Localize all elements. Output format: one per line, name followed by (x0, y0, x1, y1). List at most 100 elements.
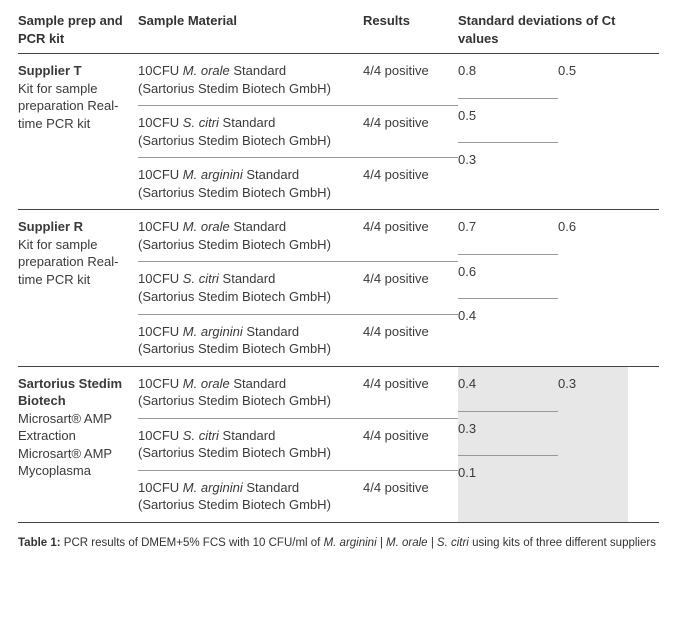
sd-value: 0.3 (458, 142, 558, 186)
table-row: 10CFU M. orale Standard(Sartorius Stedim… (138, 54, 458, 105)
supplier-cell: Sartorius Stedim BiotechMicrosart® AMP E… (18, 367, 138, 522)
material-sub: (Sartorius Stedim Biotech GmbH) (138, 496, 355, 514)
sd-group-value: 0.3 (558, 367, 628, 401)
sd-group-value: 0.5 (558, 54, 628, 88)
material-prefix: 10CFU (138, 115, 183, 130)
result-value: 4/4 positive (363, 166, 458, 201)
sample-material: 10CFU M. arginini Standard(Sartorius Ste… (138, 479, 363, 514)
material-sub: (Sartorius Stedim Biotech GmbH) (138, 184, 355, 202)
material-species: S. citri (183, 115, 219, 130)
material-species: M. orale (183, 219, 230, 234)
material-species: S. citri (183, 271, 219, 286)
supplier-desc: Kit for sample preparation Real-time PCR… (18, 236, 130, 289)
table-header-row: Sample prep and PCR kit Sample Material … (18, 12, 659, 54)
material-species: M. arginini (183, 480, 243, 495)
material-suffix: Standard (219, 271, 275, 286)
supplier-desc: Kit for sample preparation Real-time PCR… (18, 80, 130, 133)
subrows: 10CFU M. orale Standard(Sartorius Stedim… (138, 210, 659, 365)
material-sub: (Sartorius Stedim Biotech GmbH) (138, 444, 355, 462)
data-rows: 10CFU M. orale Standard(Sartorius Stedim… (138, 367, 458, 522)
material-suffix: Standard (230, 376, 286, 391)
material-suffix: Standard (230, 219, 286, 234)
supplier-desc: Microsart® AMP Extraction Microsart® AMP… (18, 410, 130, 480)
sd-value: 0.8 (458, 54, 558, 98)
material-species: S. citri (183, 428, 219, 443)
result-value: 4/4 positive (363, 427, 458, 462)
result-value: 4/4 positive (363, 270, 458, 305)
table-row: 10CFU S. citri Standard (Sartorius Stedim… (138, 105, 458, 157)
material-sub: (Sartorius Stedim Biotech GmbH) (138, 236, 355, 254)
caption-text-b: using kits of three different suppliers (469, 537, 656, 549)
sd-col-group: 0.6 (558, 210, 628, 365)
material-prefix: 10CFU (138, 167, 183, 182)
result-value: 4/4 positive (363, 62, 458, 97)
material-prefix: 10CFU (138, 63, 183, 78)
material-suffix: Standard (243, 167, 299, 182)
material-prefix: 10CFU (138, 428, 183, 443)
table-row: 10CFU S. citri Standard(Sartorius Stedim… (138, 418, 458, 470)
supplier-group: Supplier TKit for sample preparation Rea… (18, 54, 659, 210)
sample-material: 10CFU M. orale Standard(Sartorius Stedim… (138, 375, 363, 410)
supplier-name: Supplier R (18, 218, 130, 236)
th-sample-prep: Sample prep and PCR kit (18, 12, 138, 47)
material-suffix: Standard (219, 428, 275, 443)
sd-group-value: 0.6 (558, 210, 628, 244)
material-suffix: Standard (243, 324, 299, 339)
supplier-group: Sartorius Stedim BiotechMicrosart® AMP E… (18, 367, 659, 523)
table-row: 10CFU S. citri Standard (Sartorius Stedim… (138, 261, 458, 313)
material-suffix: Standard (230, 63, 286, 78)
supplier-cell: Supplier TKit for sample preparation Rea… (18, 54, 138, 209)
table-caption: Table 1: PCR results of DMEM+5% FCS with… (18, 523, 659, 551)
table-row: 10CFU M. orale Standard(Sartorius Stedim… (138, 367, 458, 418)
sd-value: 0.5 (458, 98, 558, 142)
table-row: 10CFU M. arginini Standard(Sartorius Ste… (138, 470, 458, 522)
result-value: 4/4 positive (363, 218, 458, 253)
sd-value: 0.7 (458, 210, 558, 254)
material-species: M. arginini (183, 324, 243, 339)
sd-col-individual: 0.40.30.1 (458, 367, 558, 522)
material-species: M. orale (183, 376, 230, 391)
material-sub: (Sartorius Stedim Biotech GmbH) (138, 340, 355, 358)
th-sample-material: Sample Material (138, 12, 363, 47)
result-value: 4/4 positive (363, 375, 458, 410)
th-sd: Standard deviations of Ct values (458, 12, 628, 47)
material-sub: (Sartorius Stedim Biotech GmbH) (138, 132, 355, 150)
sample-material: 10CFU S. citri Standard (Sartorius Stedim… (138, 270, 363, 305)
caption-species: M. arginini | M. orale | S. citri (324, 537, 469, 549)
caption-text-a: PCR results of DMEM+5% FCS with 10 CFU/m… (61, 537, 324, 549)
caption-label: Table 1: (18, 537, 61, 549)
material-sub: (Sartorius Stedim Biotech GmbH) (138, 392, 355, 410)
data-rows: 10CFU M. orale Standard(Sartorius Stedim… (138, 210, 458, 365)
subrows: 10CFU M. orale Standard(Sartorius Stedim… (138, 54, 659, 209)
sd-value: 0.4 (458, 298, 558, 342)
pcr-results-table: Sample prep and PCR kit Sample Material … (0, 0, 677, 569)
sample-material: 10CFU M. orale Standard(Sartorius Stedim… (138, 62, 363, 97)
table-row: 10CFU M. arginini Standard (Sartorius Ste… (138, 157, 458, 209)
table-row: 10CFU M. orale Standard (Sartorius Stedim… (138, 210, 458, 261)
material-suffix: Standard (219, 115, 275, 130)
sd-value: 0.4 (458, 367, 558, 411)
table-row: 10CFU M. arginini Standard(Sartorius Ste… (138, 314, 458, 366)
material-prefix: 10CFU (138, 376, 183, 391)
sample-material: 10CFU S. citri Standard(Sartorius Stedim… (138, 427, 363, 462)
sample-material: 10CFU M. arginini Standard (Sartorius Ste… (138, 166, 363, 201)
sd-col-individual: 0.80.50.3 (458, 54, 558, 209)
sample-material: 10CFU M. orale Standard (Sartorius Stedim… (138, 218, 363, 253)
subrows: 10CFU M. orale Standard(Sartorius Stedim… (138, 367, 659, 522)
sd-value: 0.1 (458, 455, 558, 499)
data-rows: 10CFU M. orale Standard(Sartorius Stedim… (138, 54, 458, 209)
material-prefix: 10CFU (138, 271, 183, 286)
material-prefix: 10CFU (138, 219, 183, 234)
sample-material: 10CFU M. arginini Standard(Sartorius Ste… (138, 323, 363, 358)
sd-col-individual: 0.70.60.4 (458, 210, 558, 365)
sd-col-group: 0.5 (558, 54, 628, 209)
result-value: 4/4 positive (363, 323, 458, 358)
material-sub: (Sartorius Stedim Biotech GmbH) (138, 288, 355, 306)
supplier-cell: Supplier RKit for sample preparation Rea… (18, 210, 138, 365)
sd-value: 0.3 (458, 411, 558, 455)
supplier-name: Supplier T (18, 62, 130, 80)
material-species: M. arginini (183, 167, 243, 182)
sd-value: 0.6 (458, 254, 558, 298)
material-prefix: 10CFU (138, 480, 183, 495)
th-results: Results (363, 12, 458, 47)
